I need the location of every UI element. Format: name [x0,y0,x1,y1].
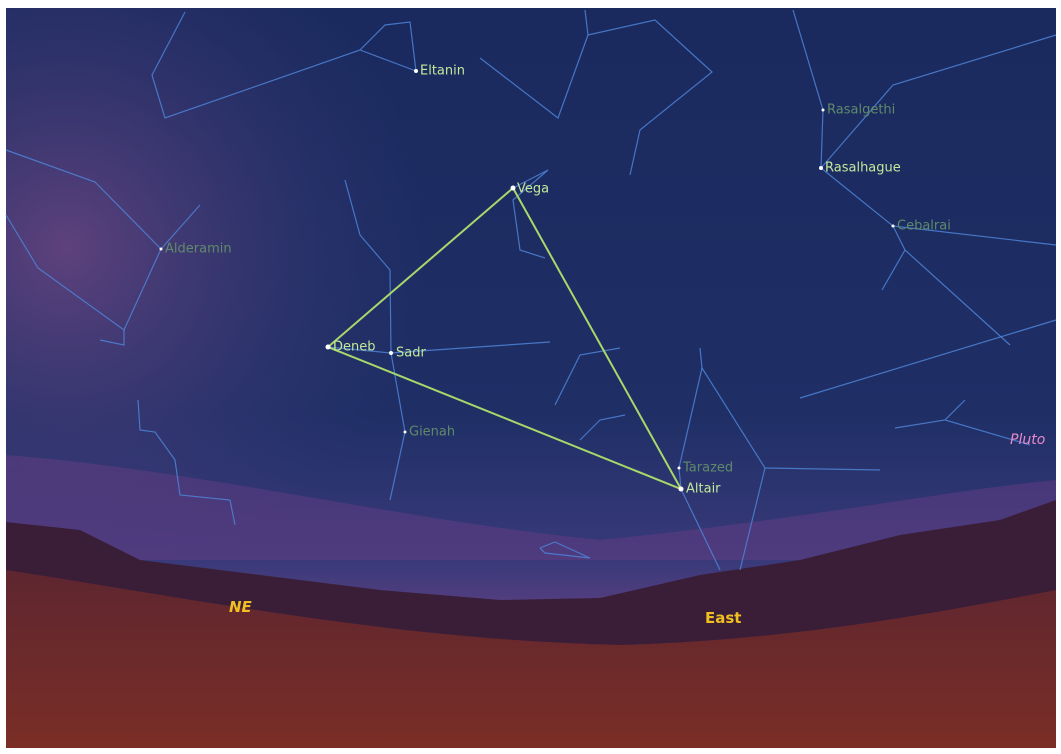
direction-label: NE [229,598,253,616]
star [679,487,684,492]
star [404,431,407,434]
star [892,225,895,228]
planet-label: Pluto [1010,432,1045,448]
star [326,345,331,350]
star [819,166,823,170]
star-label: Cebalrai [897,219,951,234]
star [678,467,681,470]
star-label: Altair [686,482,721,497]
star [389,351,393,355]
star-label: Eltanin [420,64,465,79]
star [414,69,418,73]
star [511,186,516,191]
star-label: Sadr [396,346,426,361]
direction-label: East [705,609,741,627]
star-label: Vega [517,182,549,197]
star-label: Alderamin [165,242,232,257]
star-label: Tarazed [682,461,733,476]
scene [6,8,1056,748]
star [822,109,825,112]
star-label: Rasalgethi [827,103,895,118]
star-label: Rasalhague [825,161,901,176]
star-label: Deneb [333,340,376,355]
sky-chart: Eltanin Vega Rasalgethi Rasalhague Cebal… [0,0,1061,754]
star [160,248,163,251]
star-label: Gienah [409,425,455,440]
